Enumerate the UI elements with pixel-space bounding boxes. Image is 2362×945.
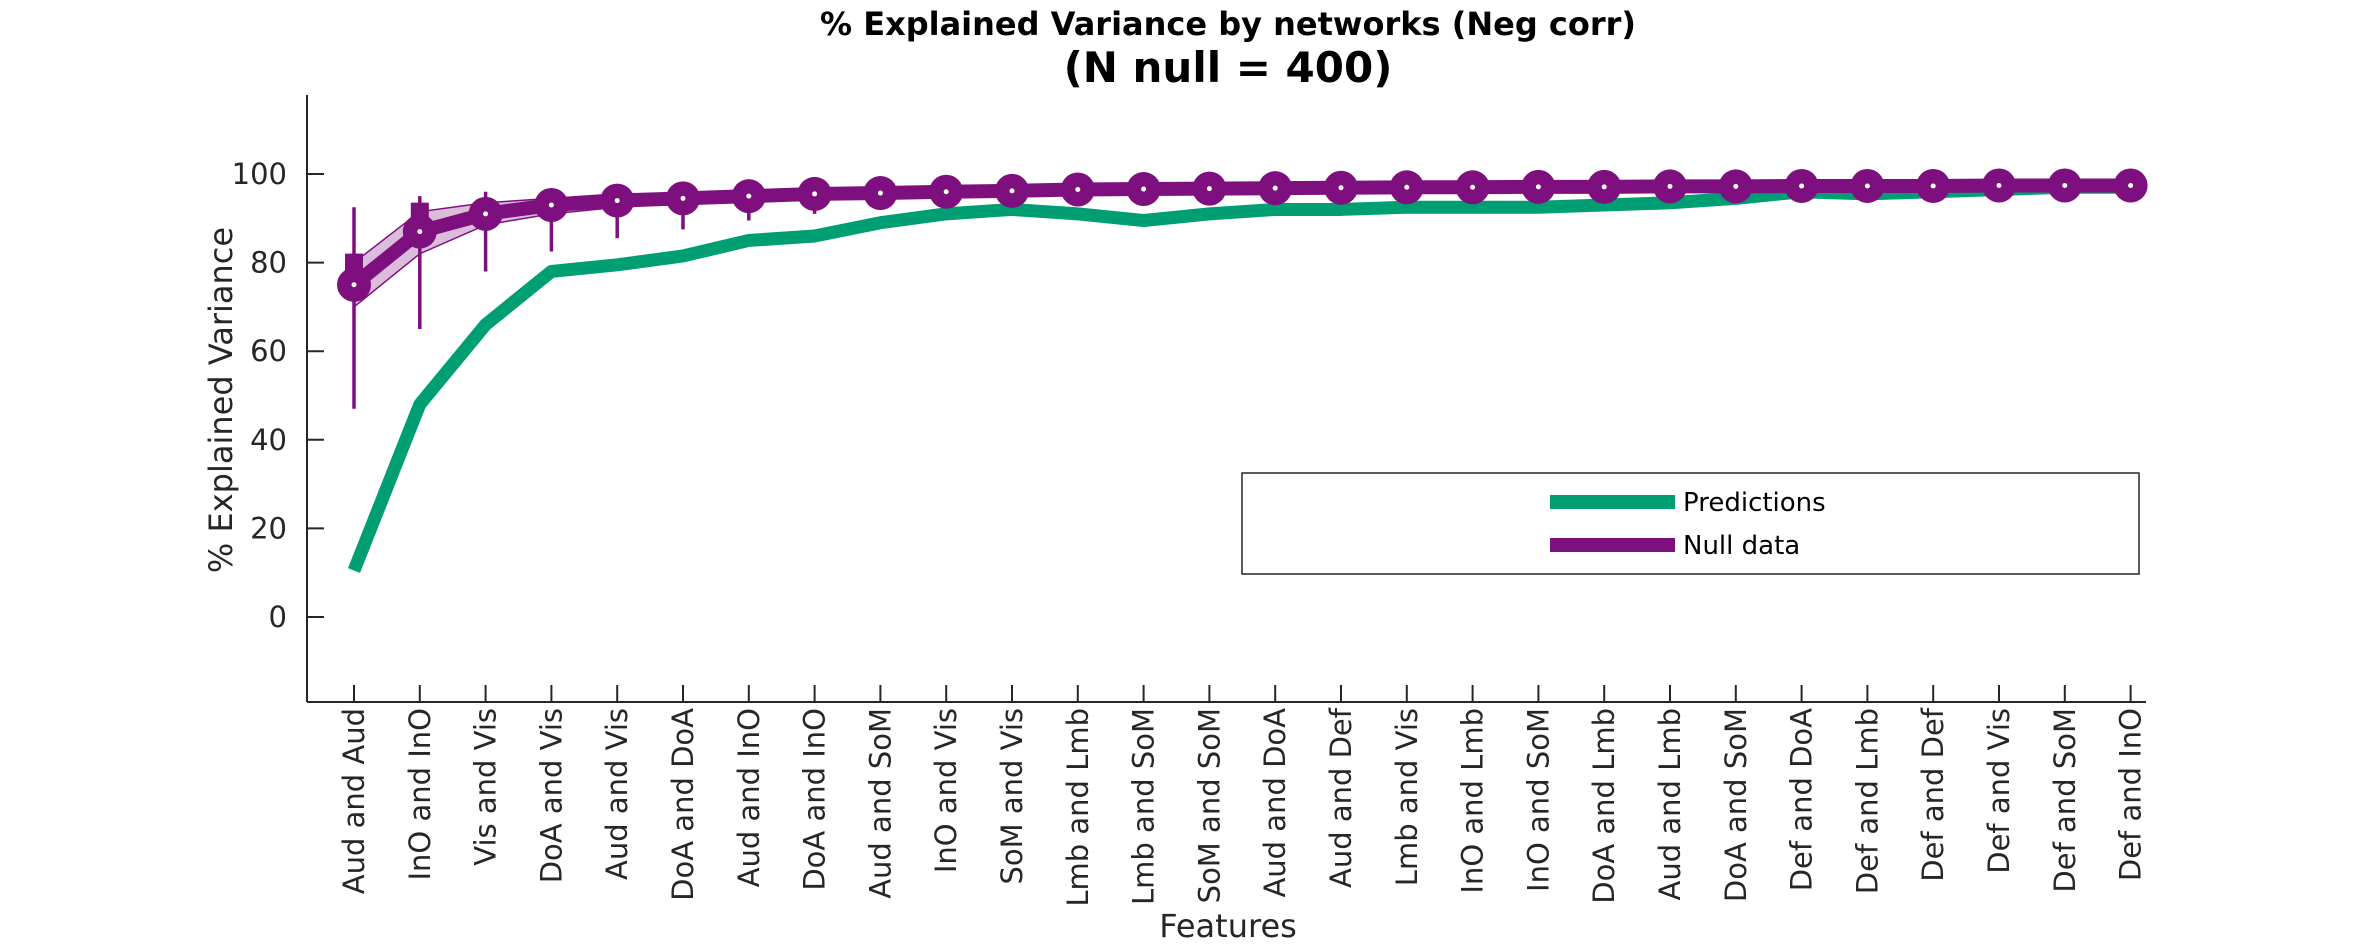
x-tick-label: DoA and InO — [798, 708, 832, 891]
x-tick-label: Aud and DoA — [1258, 708, 1292, 898]
x-tick-label: InO and SoM — [1521, 708, 1555, 892]
x-tick-label: Def and InO — [2114, 708, 2148, 881]
null-data-point-center — [1733, 183, 1739, 189]
x-tick-label: Aud and Def — [1324, 707, 1358, 888]
null-data-point-center — [943, 189, 949, 195]
x-tick-label: Aud and InO — [732, 708, 766, 887]
y-tick-label: 80 — [250, 246, 287, 280]
plot-area: 0 20 40 60 80 100 Aud and Aud InO and InO Vis an… — [232, 95, 2148, 907]
chart-title: % Explained Variance by networks (Neg co… — [820, 5, 1636, 43]
null-data-point-center — [1864, 183, 1870, 189]
null-data-point-center — [1601, 184, 1607, 190]
x-tick-label: Aud and Lmb — [1653, 708, 1687, 900]
x-tick-label: Def and SoM — [2048, 708, 2082, 893]
null-data-point-center — [680, 195, 686, 201]
null-data-point-center — [1667, 183, 1673, 189]
x-tick-label: SoM and SoM — [1192, 708, 1226, 903]
legend-label-null-data: Null data — [1683, 531, 1800, 561]
x-tick-label: DoA and SoM — [1719, 708, 1753, 902]
y-tick-label: 100 — [232, 157, 287, 191]
null-data-point-center — [417, 229, 423, 235]
x-tick-label: Def and DoA — [1785, 708, 1819, 891]
x-tick-label: InO and Lmb — [1456, 708, 1490, 894]
x-tick-label: InO and InO — [403, 708, 437, 881]
null-data-point-center — [2128, 183, 2134, 189]
y-tick-label: 0 — [269, 600, 287, 634]
x-tick-label: DoA and DoA — [666, 708, 700, 901]
x-tick-label: Lmb and SoM — [1127, 708, 1161, 905]
null-data-point-center — [812, 191, 818, 197]
null-data-line — [349, 178, 2131, 291]
x-tick-label: Lmb and Vis — [1390, 708, 1424, 886]
null-data-point-center — [548, 202, 554, 208]
x-axis-label: Features — [1159, 907, 1297, 945]
y-axis-label: % Explained Variance — [202, 227, 240, 573]
null-data-point-center — [483, 211, 489, 217]
y-tick-label: 20 — [250, 511, 287, 545]
x-tick-label: Def and Vis — [1982, 708, 2016, 874]
legend: Predictions Null data — [1241, 472, 2140, 575]
x-tick-label: Lmb and Lmb — [1061, 708, 1095, 907]
chart-subtitle: (N null = 400) — [1064, 43, 1393, 92]
null-data-point-center — [1799, 183, 1805, 189]
x-tick-label: DoA and Lmb — [1587, 708, 1621, 904]
null-data-point-center — [351, 282, 357, 288]
null-data-point-center — [1075, 187, 1081, 193]
x-tick-label: Aud and SoM — [863, 708, 897, 899]
x-tick-label: Vis and Vis — [469, 708, 503, 866]
null-data-point-center — [1996, 183, 2002, 189]
null-data-point-center — [1338, 185, 1344, 191]
null-data-point-center — [1206, 186, 1212, 192]
null-data-point-center — [1141, 186, 1147, 192]
null-data-point-center — [1009, 188, 1015, 194]
null-data-point-center — [1470, 184, 1476, 190]
null-data-point-center — [2062, 183, 2068, 189]
null-data-point-center — [1930, 183, 1936, 189]
x-tick-label: Aud and Aud — [337, 708, 371, 894]
null-data-point-center — [1535, 184, 1541, 190]
null-data-square-marker — [345, 253, 363, 272]
x-tick-label: InO and Vis — [929, 708, 963, 873]
null-data-point-center — [1404, 184, 1410, 190]
x-tick-label: Aud and Vis — [600, 708, 634, 880]
y-tick-label: 40 — [250, 423, 287, 457]
null-data-point-center — [746, 193, 752, 199]
x-tick-label: Def and Def — [1916, 707, 1950, 882]
legend-label-predictions: Predictions — [1683, 488, 1826, 518]
x-tick-label: Def and Lmb — [1850, 708, 1884, 894]
y-tick-label: 60 — [250, 334, 287, 368]
x-tick-label: DoA and Vis — [534, 708, 568, 883]
null-data-point-center — [877, 190, 883, 196]
x-tick-label: SoM and Vis — [995, 708, 1029, 885]
null-data-point-center — [1272, 185, 1278, 191]
null-data-point-center — [614, 198, 620, 204]
legend-box — [1241, 472, 2140, 575]
